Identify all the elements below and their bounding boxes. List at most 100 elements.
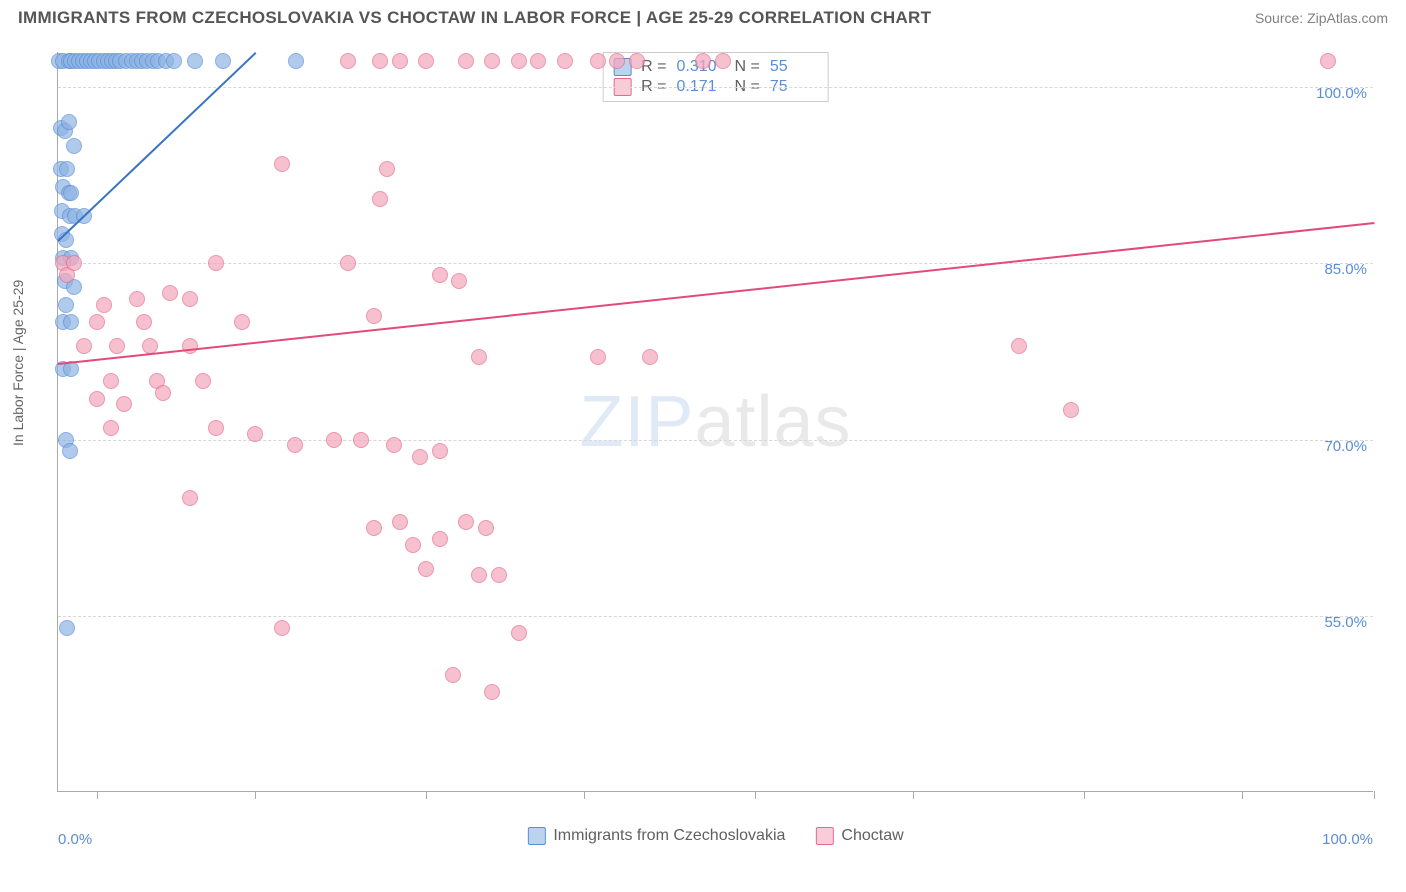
data-point [104, 53, 120, 69]
data-point [108, 53, 124, 69]
data-point [63, 314, 79, 330]
data-point [61, 114, 77, 130]
data-point [405, 537, 421, 553]
series-swatch-icon [613, 58, 631, 76]
data-point [109, 338, 125, 354]
data-point [116, 396, 132, 412]
y-tick-label: 85.0% [1324, 261, 1367, 278]
data-point [166, 53, 182, 69]
data-point [89, 391, 105, 407]
data-point [366, 520, 382, 536]
trend-line [58, 222, 1374, 365]
data-point [491, 567, 507, 583]
data-point [63, 53, 79, 69]
data-point [372, 191, 388, 207]
data-point [54, 203, 70, 219]
data-point [118, 53, 134, 69]
stats-row: R = 0.310 N = 55 [613, 57, 818, 77]
data-point [61, 53, 77, 69]
n-label: N = [735, 58, 760, 76]
data-point [372, 53, 388, 69]
data-point [89, 314, 105, 330]
data-point [530, 53, 546, 69]
data-point [53, 161, 69, 177]
correlation-stats-box: R = 0.310 N = 55 R = 0.171 N = 75 [602, 52, 829, 102]
legend: Immigrants from Czechoslovakia Choctaw [527, 827, 903, 845]
data-point [155, 385, 171, 401]
data-point [83, 53, 99, 69]
data-point [458, 514, 474, 530]
x-tick-label: 0.0% [58, 831, 92, 848]
data-point [471, 567, 487, 583]
data-point [187, 53, 203, 69]
data-point [149, 373, 165, 389]
data-point [79, 53, 95, 69]
r-label: R = [641, 58, 666, 76]
data-point [557, 53, 573, 69]
data-point [134, 53, 150, 69]
data-point [484, 684, 500, 700]
x-tick-mark [97, 791, 98, 799]
data-point [445, 667, 461, 683]
legend-item: Choctaw [815, 827, 903, 845]
y-tick-label: 70.0% [1324, 438, 1367, 455]
data-point [451, 273, 467, 289]
data-point [590, 349, 606, 365]
legend-item: Immigrants from Czechoslovakia [527, 827, 785, 845]
data-point [103, 373, 119, 389]
data-point [63, 185, 79, 201]
legend-label: Choctaw [841, 827, 903, 845]
data-point [96, 297, 112, 313]
data-point [61, 185, 77, 201]
data-point [511, 53, 527, 69]
data-point [53, 120, 69, 136]
r-value: 0.310 [677, 58, 725, 76]
data-point [182, 490, 198, 506]
data-point [71, 53, 87, 69]
trend-line [57, 52, 256, 241]
data-point [124, 53, 140, 69]
data-point [142, 338, 158, 354]
data-point [103, 420, 119, 436]
data-point [76, 338, 92, 354]
data-point [136, 314, 152, 330]
data-point [1011, 338, 1027, 354]
data-point [66, 138, 82, 154]
legend-swatch-icon [527, 827, 545, 845]
data-point [57, 123, 73, 139]
data-point [418, 561, 434, 577]
gridline [58, 263, 1373, 264]
y-tick-label: 55.0% [1324, 614, 1367, 631]
watermark: ZIPatlas [579, 381, 851, 463]
data-point [208, 420, 224, 436]
data-point [55, 179, 71, 195]
data-point [59, 267, 75, 283]
data-point [195, 373, 211, 389]
data-point [162, 285, 178, 301]
data-point [274, 156, 290, 172]
data-point [129, 291, 145, 307]
legend-swatch-icon [815, 827, 833, 845]
data-point [458, 53, 474, 69]
data-point [58, 297, 74, 313]
data-point [145, 53, 161, 69]
data-point [478, 520, 494, 536]
watermark-zip: ZIP [579, 382, 694, 462]
data-point [100, 53, 116, 69]
data-point [274, 620, 290, 636]
data-point [91, 53, 107, 69]
data-point [288, 53, 304, 69]
data-point [57, 273, 73, 289]
data-point [234, 314, 250, 330]
data-point [139, 53, 155, 69]
data-point [432, 443, 448, 459]
data-point [379, 161, 395, 177]
x-tick-mark [1242, 791, 1243, 799]
scatter-plot-area: ZIPatlas R = 0.310 N = 55 R = 0.171 N = … [57, 52, 1373, 792]
data-point [75, 53, 91, 69]
data-point [62, 443, 78, 459]
data-point [392, 53, 408, 69]
x-tick-mark [255, 791, 256, 799]
data-point [66, 279, 82, 295]
data-point [392, 514, 408, 530]
